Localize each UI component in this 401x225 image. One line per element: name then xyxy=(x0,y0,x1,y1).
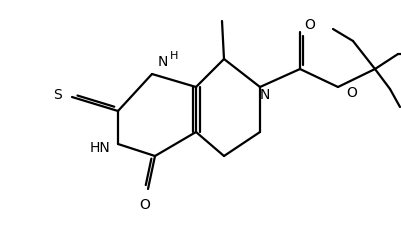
Text: O: O xyxy=(305,18,316,32)
Text: HN: HN xyxy=(90,140,110,154)
Text: N: N xyxy=(260,88,270,101)
Text: S: S xyxy=(54,88,63,101)
Text: O: O xyxy=(346,86,357,99)
Text: H: H xyxy=(170,51,178,61)
Text: O: O xyxy=(140,197,150,211)
Text: N: N xyxy=(158,55,168,69)
